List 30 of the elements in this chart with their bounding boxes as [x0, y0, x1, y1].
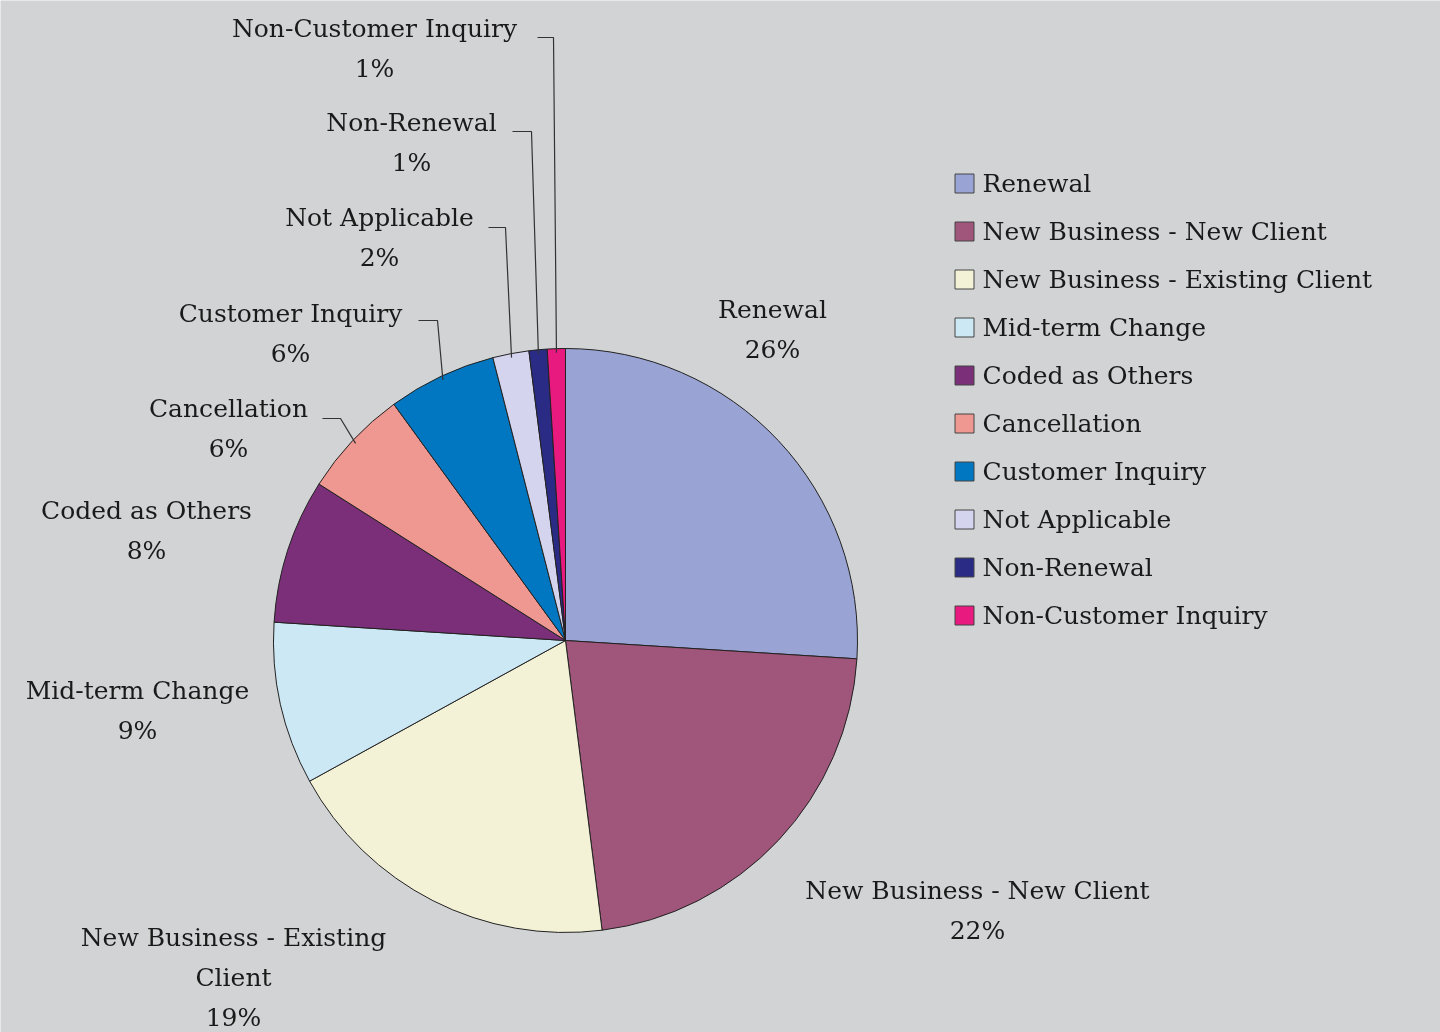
data-label: 9% — [117, 716, 158, 745]
data-label: 6% — [270, 339, 311, 368]
data-label: 1% — [391, 148, 432, 177]
legend-label: Cancellation — [982, 409, 1142, 438]
slice-label: New Business - Existing Client — [80, 923, 387, 992]
slice-label: Customer Inquiry — [178, 299, 404, 328]
slice-label: Cancellation — [148, 394, 309, 423]
legend-label: Renewal — [982, 169, 1092, 198]
slice-label: Coded as Others — [41, 496, 252, 525]
legend-label: Coded as Others — [982, 361, 1194, 390]
legend-label: Mid-term Change — [982, 313, 1207, 342]
legend-label: Not Applicable — [982, 505, 1172, 534]
legend-label: New Business - Existing Client — [982, 265, 1373, 294]
slice-label: Non-Renewal — [326, 108, 497, 137]
data-label: 1% — [354, 54, 395, 83]
slice-label: Non-Customer Inquiry — [231, 14, 518, 43]
data-label: 2% — [359, 243, 400, 272]
data-label: 26% — [744, 335, 801, 364]
legend-label: Non-Renewal — [982, 553, 1153, 582]
slice-label: Mid-term Change — [25, 676, 250, 705]
legend-label: Non-Customer Inquiry — [982, 601, 1269, 630]
slice-label: Renewal — [718, 295, 827, 324]
legend-label: New Business - New Client — [982, 217, 1327, 246]
data-label: 6% — [208, 434, 249, 463]
slice-label: New Business - New Client — [805, 876, 1150, 905]
slice-label: Not Applicable — [285, 203, 474, 232]
data-label: 8% — [126, 536, 167, 565]
legend-label: Customer Inquiry — [982, 457, 1208, 486]
data-label: 22% — [949, 916, 1006, 945]
data-label: 19% — [205, 1003, 262, 1032]
